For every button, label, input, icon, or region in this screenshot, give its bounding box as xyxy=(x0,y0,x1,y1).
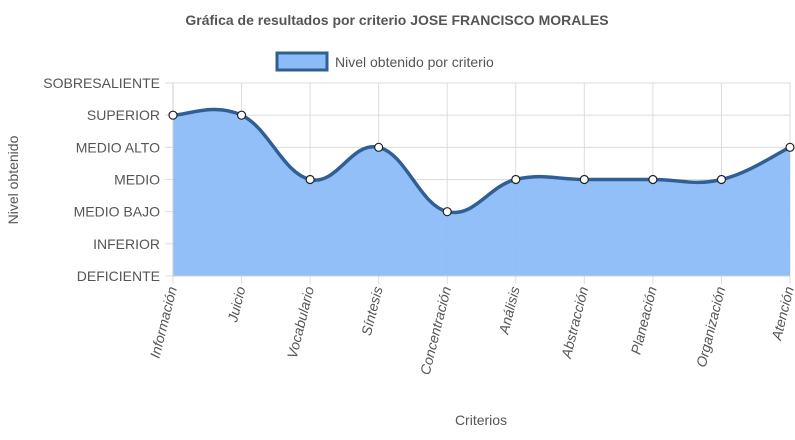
data-point[interactable] xyxy=(236,110,247,120)
area-layer xyxy=(172,83,791,277)
x-tick-label: Análisis xyxy=(495,285,522,337)
x-tick-label: Vocabulario xyxy=(284,285,317,360)
chart-title: Gráfica de resultados por criterio JOSE … xyxy=(185,12,608,28)
x-tick-label: Concentración xyxy=(417,285,454,377)
y-tick-label: SOBRESALIENTE xyxy=(43,75,160,91)
data-point[interactable] xyxy=(442,207,452,217)
series-area xyxy=(173,109,790,276)
y-axis-title: Nivel obtenido xyxy=(5,135,21,224)
data-points xyxy=(168,110,795,217)
y-tick-label: DEFICIENTE xyxy=(77,268,160,284)
x-tick-label: Síntesis xyxy=(358,285,386,337)
data-point[interactable] xyxy=(785,142,795,152)
x-tick-label: Juicio xyxy=(224,285,248,325)
legend[interactable]: Nivel obtenido por criterio xyxy=(275,51,494,72)
y-tick-label: MEDIO BAJO xyxy=(74,204,160,220)
data-point[interactable] xyxy=(305,174,315,185)
series-line xyxy=(172,107,791,215)
y-tick-label: INFERIOR xyxy=(93,236,160,252)
data-point[interactable] xyxy=(374,142,384,152)
x-axis-title: Criterios xyxy=(455,412,507,428)
x-tick-label: Atención xyxy=(768,285,795,343)
y-tick-label: MEDIO ALTO xyxy=(76,139,160,155)
data-point[interactable] xyxy=(648,174,658,185)
x-tick-label: Información xyxy=(147,285,180,360)
x-tick-label: Planeación xyxy=(628,285,660,356)
x-tick-label: Organización xyxy=(693,285,729,369)
y-tick-label: SUPERIOR xyxy=(87,107,160,123)
data-point[interactable] xyxy=(168,110,178,120)
legend-swatch xyxy=(275,51,329,72)
legend-label: Nivel obtenido por criterio xyxy=(335,54,494,70)
x-axis-ticks: Información Juicio Vocabulario Síntesis Conc… xyxy=(147,285,795,377)
x-tick-label: Abstracción xyxy=(558,285,592,361)
data-point[interactable] xyxy=(716,174,727,185)
data-point[interactable] xyxy=(511,174,521,185)
data-point[interactable] xyxy=(579,174,589,185)
y-tick-label: MEDIO xyxy=(114,172,160,188)
y-axis-ticks: DEFICIENTE INFERIOR MEDIO BAJO MEDIO MEDIO A… xyxy=(43,75,160,284)
